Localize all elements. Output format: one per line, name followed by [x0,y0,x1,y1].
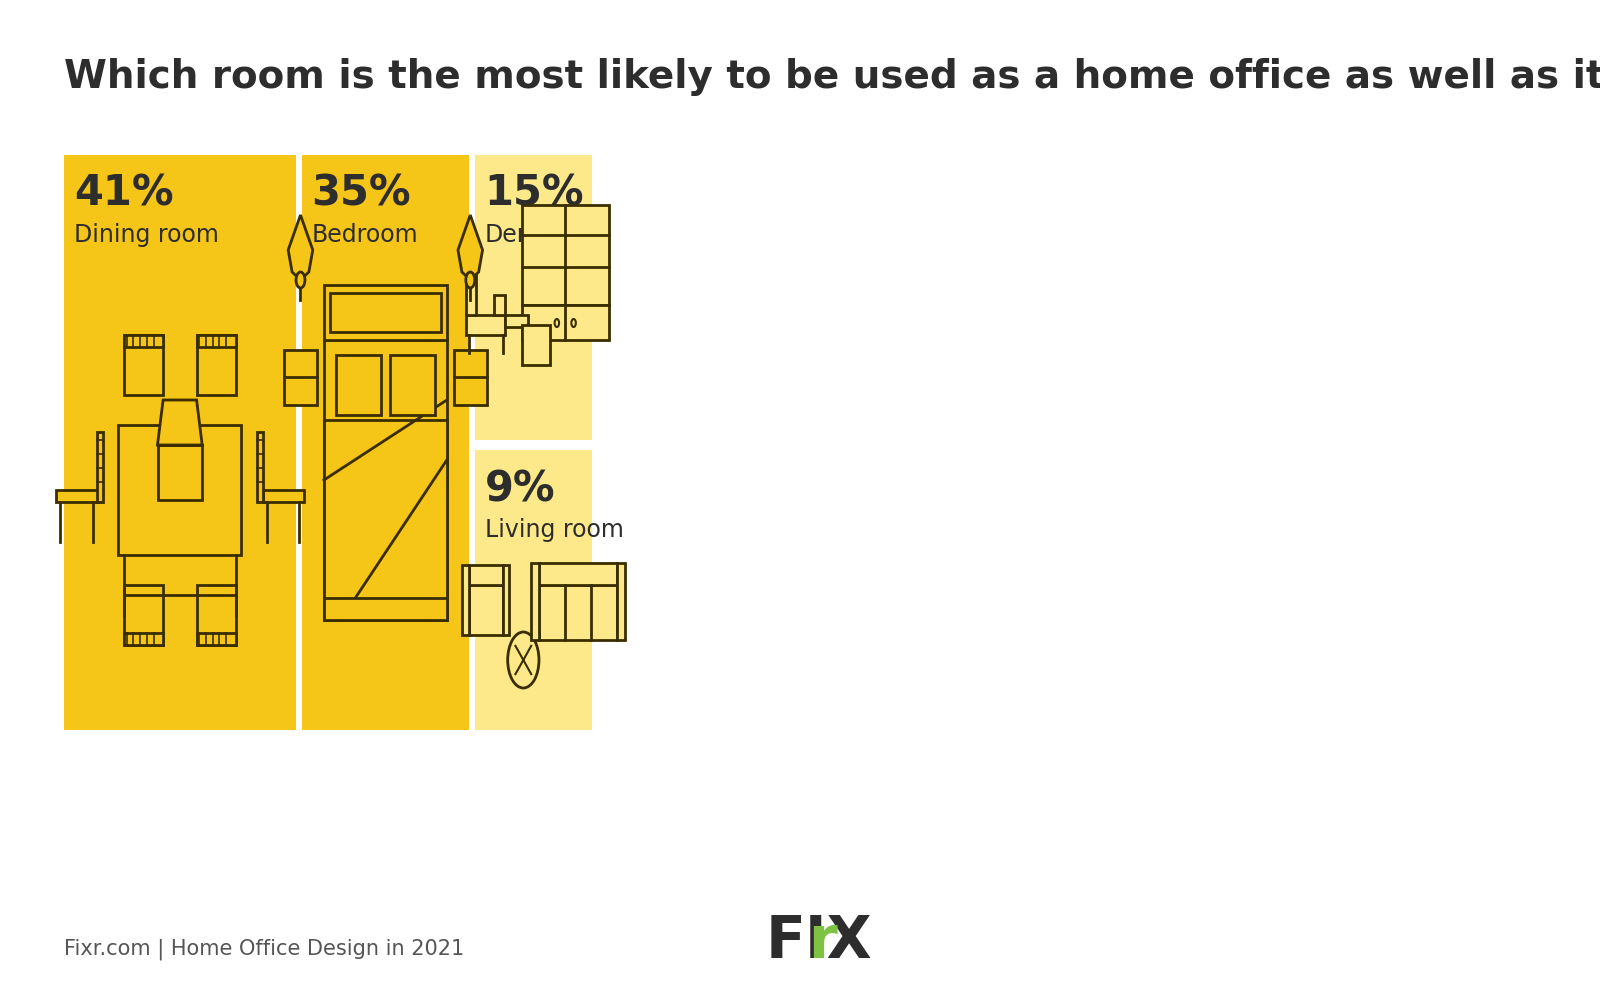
Bar [475,155,592,440]
Bar [330,293,442,332]
Bar [539,563,618,585]
Polygon shape [288,215,312,280]
Bar [522,325,550,365]
Bar [531,563,539,640]
Bar [56,490,98,502]
Bar [123,335,163,347]
Text: Bedroom: Bedroom [312,223,418,247]
Bar [336,355,381,415]
Text: Fixr.com | Home Office Design in 2021: Fixr.com | Home Office Design in 2021 [64,938,464,960]
Text: 41%: 41% [74,173,174,215]
Bar [118,425,242,555]
Polygon shape [458,215,483,280]
Text: Den: Den [485,223,533,247]
Bar [262,490,304,502]
Bar [323,285,446,340]
Bar [466,250,477,315]
Bar [197,585,235,645]
Text: Which room is the most likely to be used as a home office as well as its origina: Which room is the most likely to be used… [64,58,1600,96]
Bar [64,155,296,730]
Bar [197,335,235,347]
Bar [469,565,502,585]
Bar [323,420,446,620]
Bar [494,295,506,315]
Bar [506,315,528,327]
Bar [469,585,502,635]
Bar [98,432,102,502]
Circle shape [466,272,475,288]
Polygon shape [157,400,202,445]
Bar [522,205,608,305]
Bar [197,633,235,645]
Bar [301,155,469,730]
Circle shape [296,272,306,288]
Bar [283,350,317,405]
Text: Dining room: Dining room [74,223,219,247]
Bar [123,633,163,645]
Text: 35%: 35% [312,173,411,215]
Text: Living room: Living room [485,518,624,542]
Text: FIX: FIX [765,913,872,970]
Bar [323,598,446,620]
Bar [539,585,618,640]
Bar [522,305,608,340]
Bar [618,563,626,640]
Bar [123,335,163,395]
Bar [502,565,509,635]
Bar [197,335,235,395]
Bar [157,445,202,500]
Bar [462,565,469,635]
Bar [258,432,262,502]
Bar [123,585,163,645]
Bar [466,315,506,335]
Bar [390,355,435,415]
Text: 9%: 9% [485,468,555,510]
Circle shape [555,319,558,327]
Text: r: r [808,913,837,970]
Bar [323,340,446,620]
Circle shape [571,319,576,327]
Bar [453,350,486,405]
Bar [475,450,592,730]
Circle shape [507,632,539,688]
Text: 15%: 15% [485,173,584,215]
